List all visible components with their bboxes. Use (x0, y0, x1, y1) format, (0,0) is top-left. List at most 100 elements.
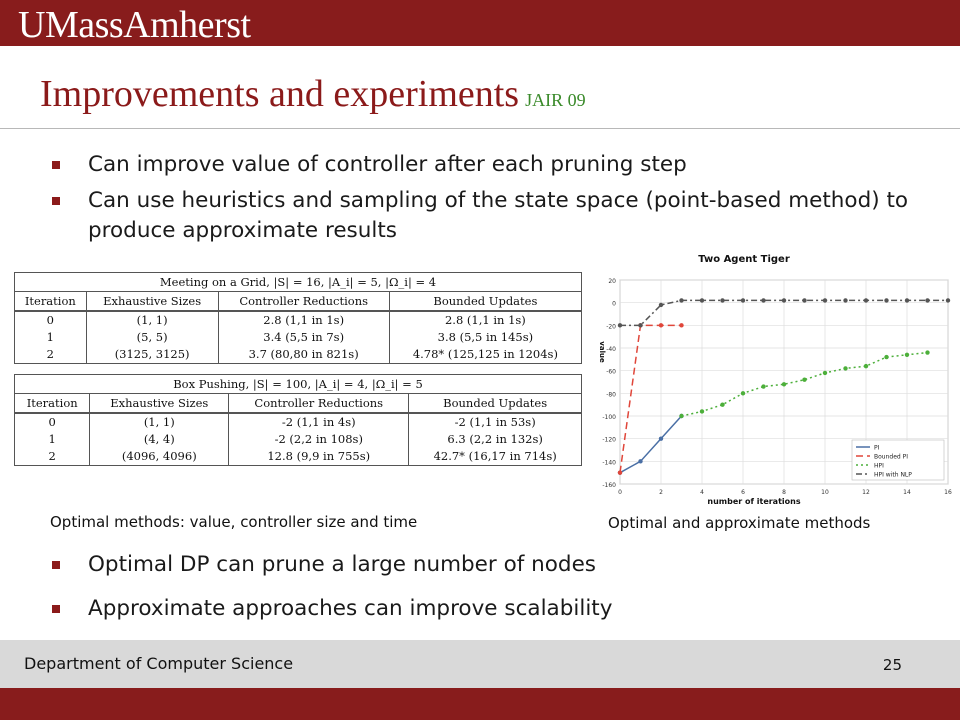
data-point (802, 377, 807, 382)
y-tick-label: -20 (606, 323, 616, 330)
department-name: Department of Computer Science (24, 654, 294, 673)
data-point (699, 409, 705, 414)
bullet-square-icon (52, 197, 60, 205)
data-point (658, 436, 664, 441)
table-row: 1 (5, 5) 3.4 (5,5 in 7s) 3.8 (5,5 in 145… (14, 329, 583, 346)
data-point (761, 298, 766, 303)
data-point (781, 382, 787, 387)
two-agent-tiger-chart: Two Agent Tiger 20 0 -20 -40 -60 -80 -100 -120 -1… (598, 254, 952, 505)
data-point (679, 413, 684, 419)
table-cell: 4.78* (125,125 in 1204s) (388, 346, 583, 364)
y-tick-label: -140 (602, 459, 616, 466)
table-row: 1 (4, 4) -2 (2,2 in 108s) 6.3 (2,2 in 13… (13, 431, 582, 448)
bullet-text: Can improve value of controller after ea… (88, 152, 687, 177)
table-cell: (5, 5) (85, 329, 219, 346)
data-point (699, 298, 705, 303)
table-cell: 3.7 (80,80 in 821s) (217, 346, 390, 364)
bullet-item: Optimal DP can prune a large number of n… (50, 550, 910, 580)
data-point (843, 298, 848, 303)
table-cell: 2 (14, 346, 87, 364)
data-point (904, 352, 910, 357)
data-point (658, 323, 664, 328)
legend-label: HPI with NLP (874, 472, 912, 479)
table-header: Bounded Updates (388, 291, 583, 312)
legend-label: HPI (874, 463, 884, 470)
legend-label: PI (874, 445, 880, 452)
x-tick-label: 12 (862, 489, 870, 496)
data-point (617, 470, 623, 475)
table-meeting-grid: Meeting on a Grid, |S| = 16, |A_i| = 5, … (14, 272, 583, 364)
table-cell: 6.3 (2,2 in 132s) (408, 431, 582, 448)
data-point (884, 354, 889, 360)
page-number: 25 (882, 656, 902, 674)
umass-logo: UMassAmherst (18, 4, 251, 46)
table-cell: -2 (1,1 in 53s) (408, 412, 582, 431)
table-box-pushing: Box Pushing, |S| = 100, |A_i| = 4, |Ω_i|… (13, 374, 582, 466)
data-point (617, 323, 623, 328)
title-text: Improvements and experiments (40, 73, 520, 115)
title-divider (0, 128, 960, 129)
table-cell: (4096, 4096) (89, 448, 230, 466)
table-row: 0 (1, 1) -2 (1,1 in 4s) -2 (1,1 in 53s) (13, 412, 582, 431)
table-cell: -2 (2,2 in 108s) (228, 431, 410, 448)
table-cell: -2 (1,1 in 4s) (228, 412, 410, 431)
bullet-square-icon (52, 161, 60, 169)
bullet-square-icon (52, 605, 60, 613)
data-point (720, 298, 725, 303)
bullet-square-icon (52, 561, 60, 569)
data-point (679, 298, 684, 303)
y-tick-label: 20 (608, 278, 616, 285)
data-point (658, 302, 664, 308)
x-tick-label: 8 (782, 489, 786, 496)
data-point (822, 370, 828, 376)
x-axis-label: number of iterations (707, 497, 800, 505)
table-cell: (4, 4) (89, 431, 230, 448)
bullet-list-bottom: Optimal DP can prune a large number of n… (50, 550, 910, 638)
caption-right: Optimal and approximate methods (608, 514, 871, 532)
table-cell: 1 (14, 329, 87, 346)
data-point (761, 384, 766, 389)
y-tick-label: -40 (606, 346, 616, 353)
y-tick-label: -100 (602, 414, 616, 421)
data-point (904, 298, 910, 303)
data-point (679, 323, 684, 328)
slide-title: Improvements and experiments JAIR 09 (40, 72, 586, 122)
table-header: Controller Reductions (217, 291, 390, 312)
chart-title: Two Agent Tiger (698, 254, 790, 265)
y-tick-label: 0 (612, 301, 616, 308)
data-point (740, 391, 746, 396)
data-point (720, 402, 725, 407)
x-tick-label: 4 (700, 489, 704, 496)
y-tick-label: -120 (602, 437, 616, 444)
table-cell: 0 (14, 310, 87, 329)
x-tick-label: 6 (741, 489, 745, 496)
legend-label: Bounded PI (874, 454, 908, 461)
data-point (638, 323, 643, 328)
top-banner: UMassAmherst (0, 0, 960, 46)
table-caption: Meeting on a Grid, |S| = 16, |A_i| = 5, … (14, 272, 582, 291)
results-tables: Meeting on a Grid, |S| = 16, |A_i| = 5, … (13, 272, 584, 476)
bullet-list-top: Can improve value of controller after ea… (50, 150, 910, 252)
data-point (822, 298, 828, 303)
table-header: Bounded Updates (408, 393, 582, 414)
data-point (781, 298, 787, 303)
x-tick-label: 0 (618, 489, 622, 496)
x-tick-label: 16 (944, 489, 952, 496)
bottom-banner (0, 688, 960, 720)
table-cell: 42.7* (16,17 in 714s) (408, 448, 582, 466)
table-cell: 2.8 (1,1 in 1s) (217, 310, 390, 329)
x-tick-label: 10 (821, 489, 829, 496)
bullet-text: Can use heuristics and sampling of the s… (88, 188, 909, 243)
data-point (945, 298, 951, 303)
data-point (843, 366, 848, 371)
y-axis-label: value (598, 341, 606, 363)
y-tick-label: -80 (606, 391, 616, 398)
footer-bar (0, 640, 960, 688)
bullet-item: Approximate approaches can improve scala… (50, 594, 910, 624)
bullet-text: Optimal DP can prune a large number of n… (88, 552, 597, 577)
table-header: Controller Reductions (228, 393, 410, 414)
table-cell: 12.8 (9,9 in 755s) (228, 448, 410, 466)
data-point (863, 298, 869, 303)
table-cell: 0 (13, 412, 91, 431)
y-tick-label: -60 (606, 369, 616, 376)
